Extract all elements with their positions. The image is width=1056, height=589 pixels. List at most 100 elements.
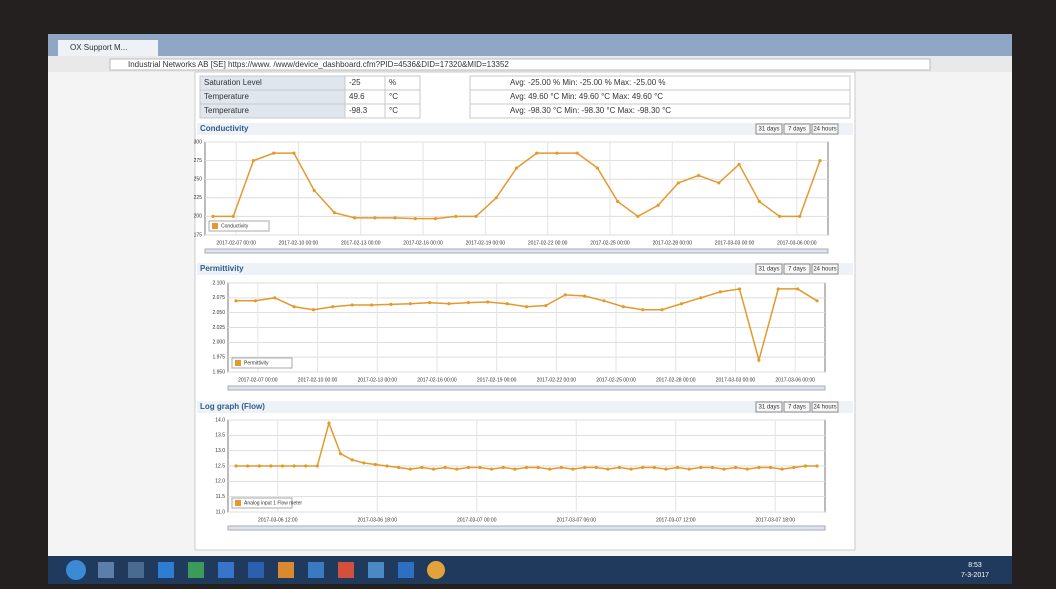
tab-title[interactable]: OX Support M...	[70, 43, 127, 52]
x-tick-label: 2017-03-07 00:00	[457, 517, 497, 523]
data-point	[434, 217, 437, 220]
data-point	[815, 299, 818, 302]
icon[interactable]	[158, 562, 174, 578]
data-point	[269, 464, 272, 467]
y-tick-label: 175	[194, 232, 203, 238]
data-point	[428, 301, 431, 304]
icon[interactable]	[368, 562, 384, 578]
legend-swatch	[212, 223, 218, 229]
y-tick-label: 11.0	[216, 509, 226, 515]
panel-header	[197, 263, 853, 275]
data-point	[544, 304, 547, 307]
address-text[interactable]: Industrial Networks AB [SE] https://www.…	[128, 60, 509, 69]
data-point	[535, 152, 538, 155]
data-point	[525, 305, 528, 308]
table-text: Temperature	[204, 106, 249, 115]
x-tick-label: 2017-02-25 00:00	[590, 240, 630, 246]
data-point	[312, 308, 315, 311]
data-point	[292, 152, 295, 155]
table-text: -25	[349, 78, 361, 87]
x-tick-label: 2017-02-28 00:00	[656, 377, 696, 383]
data-point	[618, 466, 621, 469]
data-point	[467, 301, 470, 304]
range-button-label[interactable]: 7 days	[788, 267, 806, 273]
data-point	[757, 359, 760, 362]
data-point	[409, 302, 412, 305]
y-tick-label: 250	[194, 177, 203, 183]
data-point	[606, 467, 609, 470]
data-point	[486, 300, 489, 303]
table-text: -98.3	[349, 106, 368, 115]
range-button-label[interactable]: 31 days	[758, 267, 779, 273]
screen: OX Support M... Industrial Networks AB […	[0, 0, 1056, 589]
data-point	[252, 159, 255, 162]
data-point	[474, 215, 477, 218]
data-point	[758, 200, 761, 203]
icon[interactable]	[308, 562, 324, 578]
range-button-label[interactable]: 24 hours	[813, 127, 836, 133]
range-button-label[interactable]: 7 days	[788, 405, 806, 411]
data-point	[636, 215, 639, 218]
data-point	[571, 467, 574, 470]
icon[interactable]	[188, 562, 204, 578]
x-tick-label: 2017-03-07 12:00	[656, 517, 696, 523]
range-button-label[interactable]: 7 days	[788, 127, 806, 133]
x-tick-label: 2017-03-07 18:00	[756, 517, 796, 523]
icon[interactable]	[427, 561, 445, 579]
range-button-label[interactable]: 31 days	[758, 405, 779, 411]
legend-swatch	[235, 360, 241, 366]
data-point	[339, 452, 342, 455]
data-point	[711, 466, 714, 469]
range-button-label[interactable]: 24 hours	[813, 405, 836, 411]
data-point	[564, 293, 567, 296]
data-point	[525, 466, 528, 469]
data-point	[374, 463, 377, 466]
data-point	[490, 467, 493, 470]
panel-title: Permittivity	[200, 264, 244, 273]
data-point	[746, 467, 749, 470]
data-point	[495, 196, 498, 199]
data-point	[792, 466, 795, 469]
data-point	[455, 467, 458, 470]
y-tick-label: 2.025	[212, 325, 225, 331]
data-point	[576, 152, 579, 155]
data-point	[717, 181, 720, 184]
icon[interactable]	[248, 562, 264, 578]
icon[interactable]	[218, 562, 234, 578]
legend-label: Analog input 1 Flow meter	[244, 500, 302, 506]
icon[interactable]	[278, 562, 294, 578]
scrollbar[interactable]	[228, 386, 825, 390]
clock: 8:53	[968, 562, 982, 569]
data-point	[293, 305, 296, 308]
data-point	[513, 467, 516, 470]
panel-header	[197, 123, 853, 135]
icon[interactable]	[338, 562, 354, 578]
data-point	[641, 466, 644, 469]
data-point	[778, 215, 781, 218]
scrollbar[interactable]	[205, 249, 828, 253]
data-point	[676, 466, 679, 469]
range-button-label[interactable]: 31 days	[758, 127, 779, 133]
panel-title: Log graph (Flow)	[200, 402, 265, 411]
y-tick-label: 1.950	[212, 369, 225, 375]
scrollbar[interactable]	[228, 526, 825, 530]
range-button-label[interactable]: 24 hours	[813, 267, 836, 273]
data-point	[370, 303, 373, 306]
data-point	[478, 466, 481, 469]
icon[interactable]	[398, 562, 414, 578]
start-button[interactable]	[66, 560, 86, 580]
icon[interactable]	[128, 562, 144, 578]
data-point	[560, 466, 563, 469]
y-tick-label: 200	[194, 214, 203, 220]
data-point	[595, 466, 598, 469]
data-point	[414, 217, 417, 220]
data-point	[234, 464, 237, 467]
y-tick-label: 300	[194, 139, 203, 145]
data-point	[583, 466, 586, 469]
data-point	[258, 464, 261, 467]
icon[interactable]	[98, 562, 114, 578]
data-point	[502, 466, 505, 469]
data-point	[653, 466, 656, 469]
data-point	[316, 464, 319, 467]
y-tick-label: 225	[194, 195, 203, 201]
